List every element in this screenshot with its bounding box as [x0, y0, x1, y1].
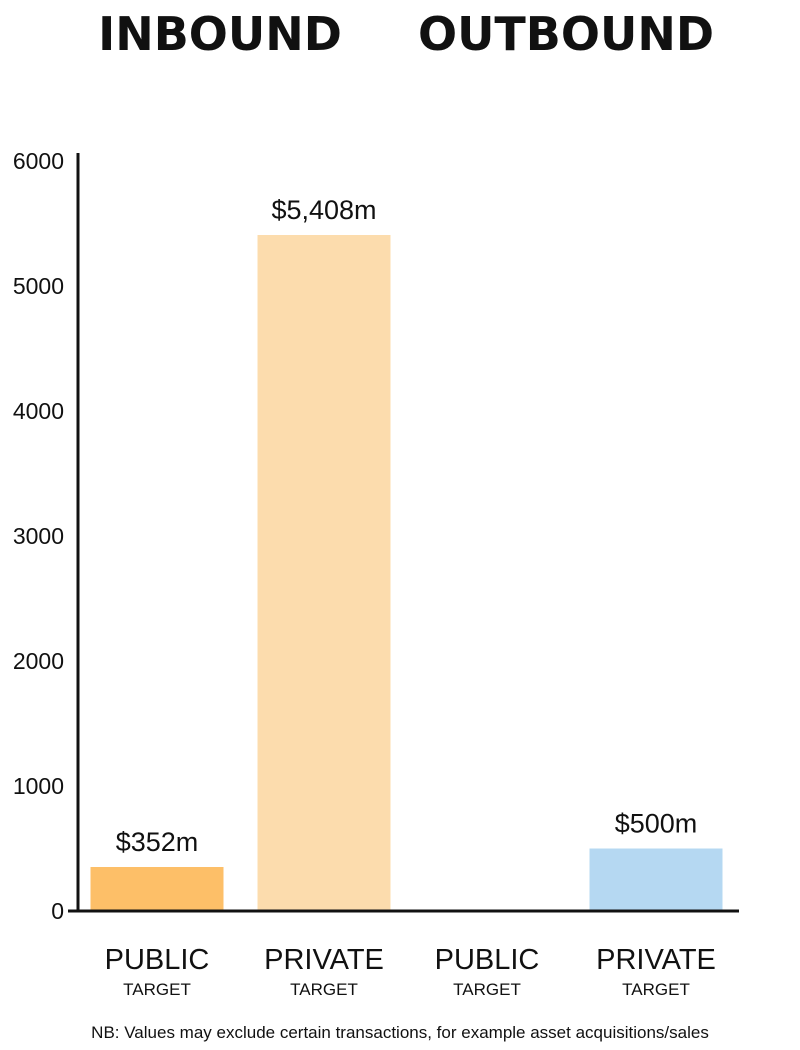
- category-sublabel: TARGET: [290, 980, 358, 999]
- category-label: PRIVATE: [596, 944, 716, 976]
- group-title: INBOUND: [98, 7, 342, 61]
- data-labels: $352m $5,408m $500m: [116, 195, 698, 857]
- category-sublabel: TARGET: [123, 980, 191, 999]
- category-label: PUBLIC: [105, 944, 210, 976]
- y-tick-label: 6000: [13, 148, 64, 174]
- data-label: $500m: [615, 809, 698, 839]
- data-label: $5,408m: [271, 195, 376, 225]
- y-tick-label: 5000: [13, 273, 64, 299]
- category-sublabel: TARGET: [622, 980, 690, 999]
- y-tick-label: 0: [51, 898, 64, 924]
- y-tick-label: 1000: [13, 773, 64, 799]
- y-ticks: 0 1000 2000 3000 4000 5000 6000: [13, 148, 64, 924]
- axes: [68, 153, 739, 913]
- category-label: PRIVATE: [264, 944, 384, 976]
- y-tick-label: 4000: [13, 398, 64, 424]
- group-title: OUTBOUND: [418, 7, 714, 61]
- category-labels: PUBLIC TARGET PRIVATE TARGET PUBLIC TARGET PRI…: [105, 944, 716, 999]
- bar: [257, 235, 391, 911]
- y-tick-label: 2000: [13, 648, 64, 674]
- group-titles: INBOUND OUTBOUND: [98, 7, 714, 61]
- category-label: PUBLIC: [435, 944, 540, 976]
- bar: [90, 867, 224, 911]
- bar: [589, 848, 723, 911]
- y-tick-label: 3000: [13, 523, 64, 549]
- bars: [90, 235, 723, 911]
- footnote: NB: Values may exclude certain transacti…: [91, 1023, 709, 1042]
- data-label: $352m: [116, 827, 199, 857]
- category-sublabel: TARGET: [453, 980, 521, 999]
